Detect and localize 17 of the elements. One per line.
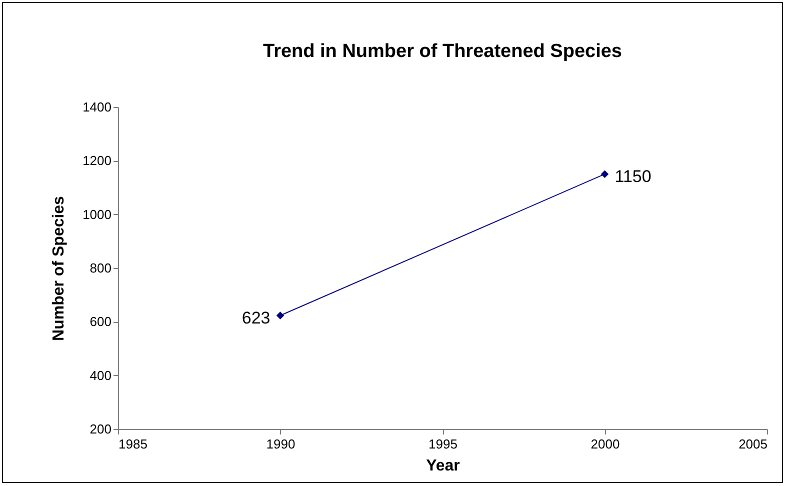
x-tick-label: 1995 (428, 436, 458, 452)
y-tick-label: 1400 (82, 100, 112, 114)
y-axis-title: Number of Species (50, 196, 68, 341)
x-tick-label: 2005 (738, 436, 768, 452)
y-tick-label: 200 (90, 422, 112, 436)
data-label: 623 (242, 308, 270, 328)
x-tick-label: 2000 (590, 436, 620, 452)
y-tick-label: 600 (90, 314, 112, 330)
y-tick-label: 1200 (82, 153, 112, 168)
x-tick-label: 1990 (266, 436, 296, 452)
y-tick-label: 400 (90, 368, 112, 383)
y-tick-label: 1000 (82, 206, 112, 222)
y-tick-label: 800 (90, 260, 112, 276)
x-axis-title: Year (426, 458, 460, 474)
chart-title: Trend in Number of Threatened Species (263, 41, 622, 62)
x-tick-label: 1985 (118, 436, 148, 452)
data-label: 1150 (614, 167, 652, 186)
